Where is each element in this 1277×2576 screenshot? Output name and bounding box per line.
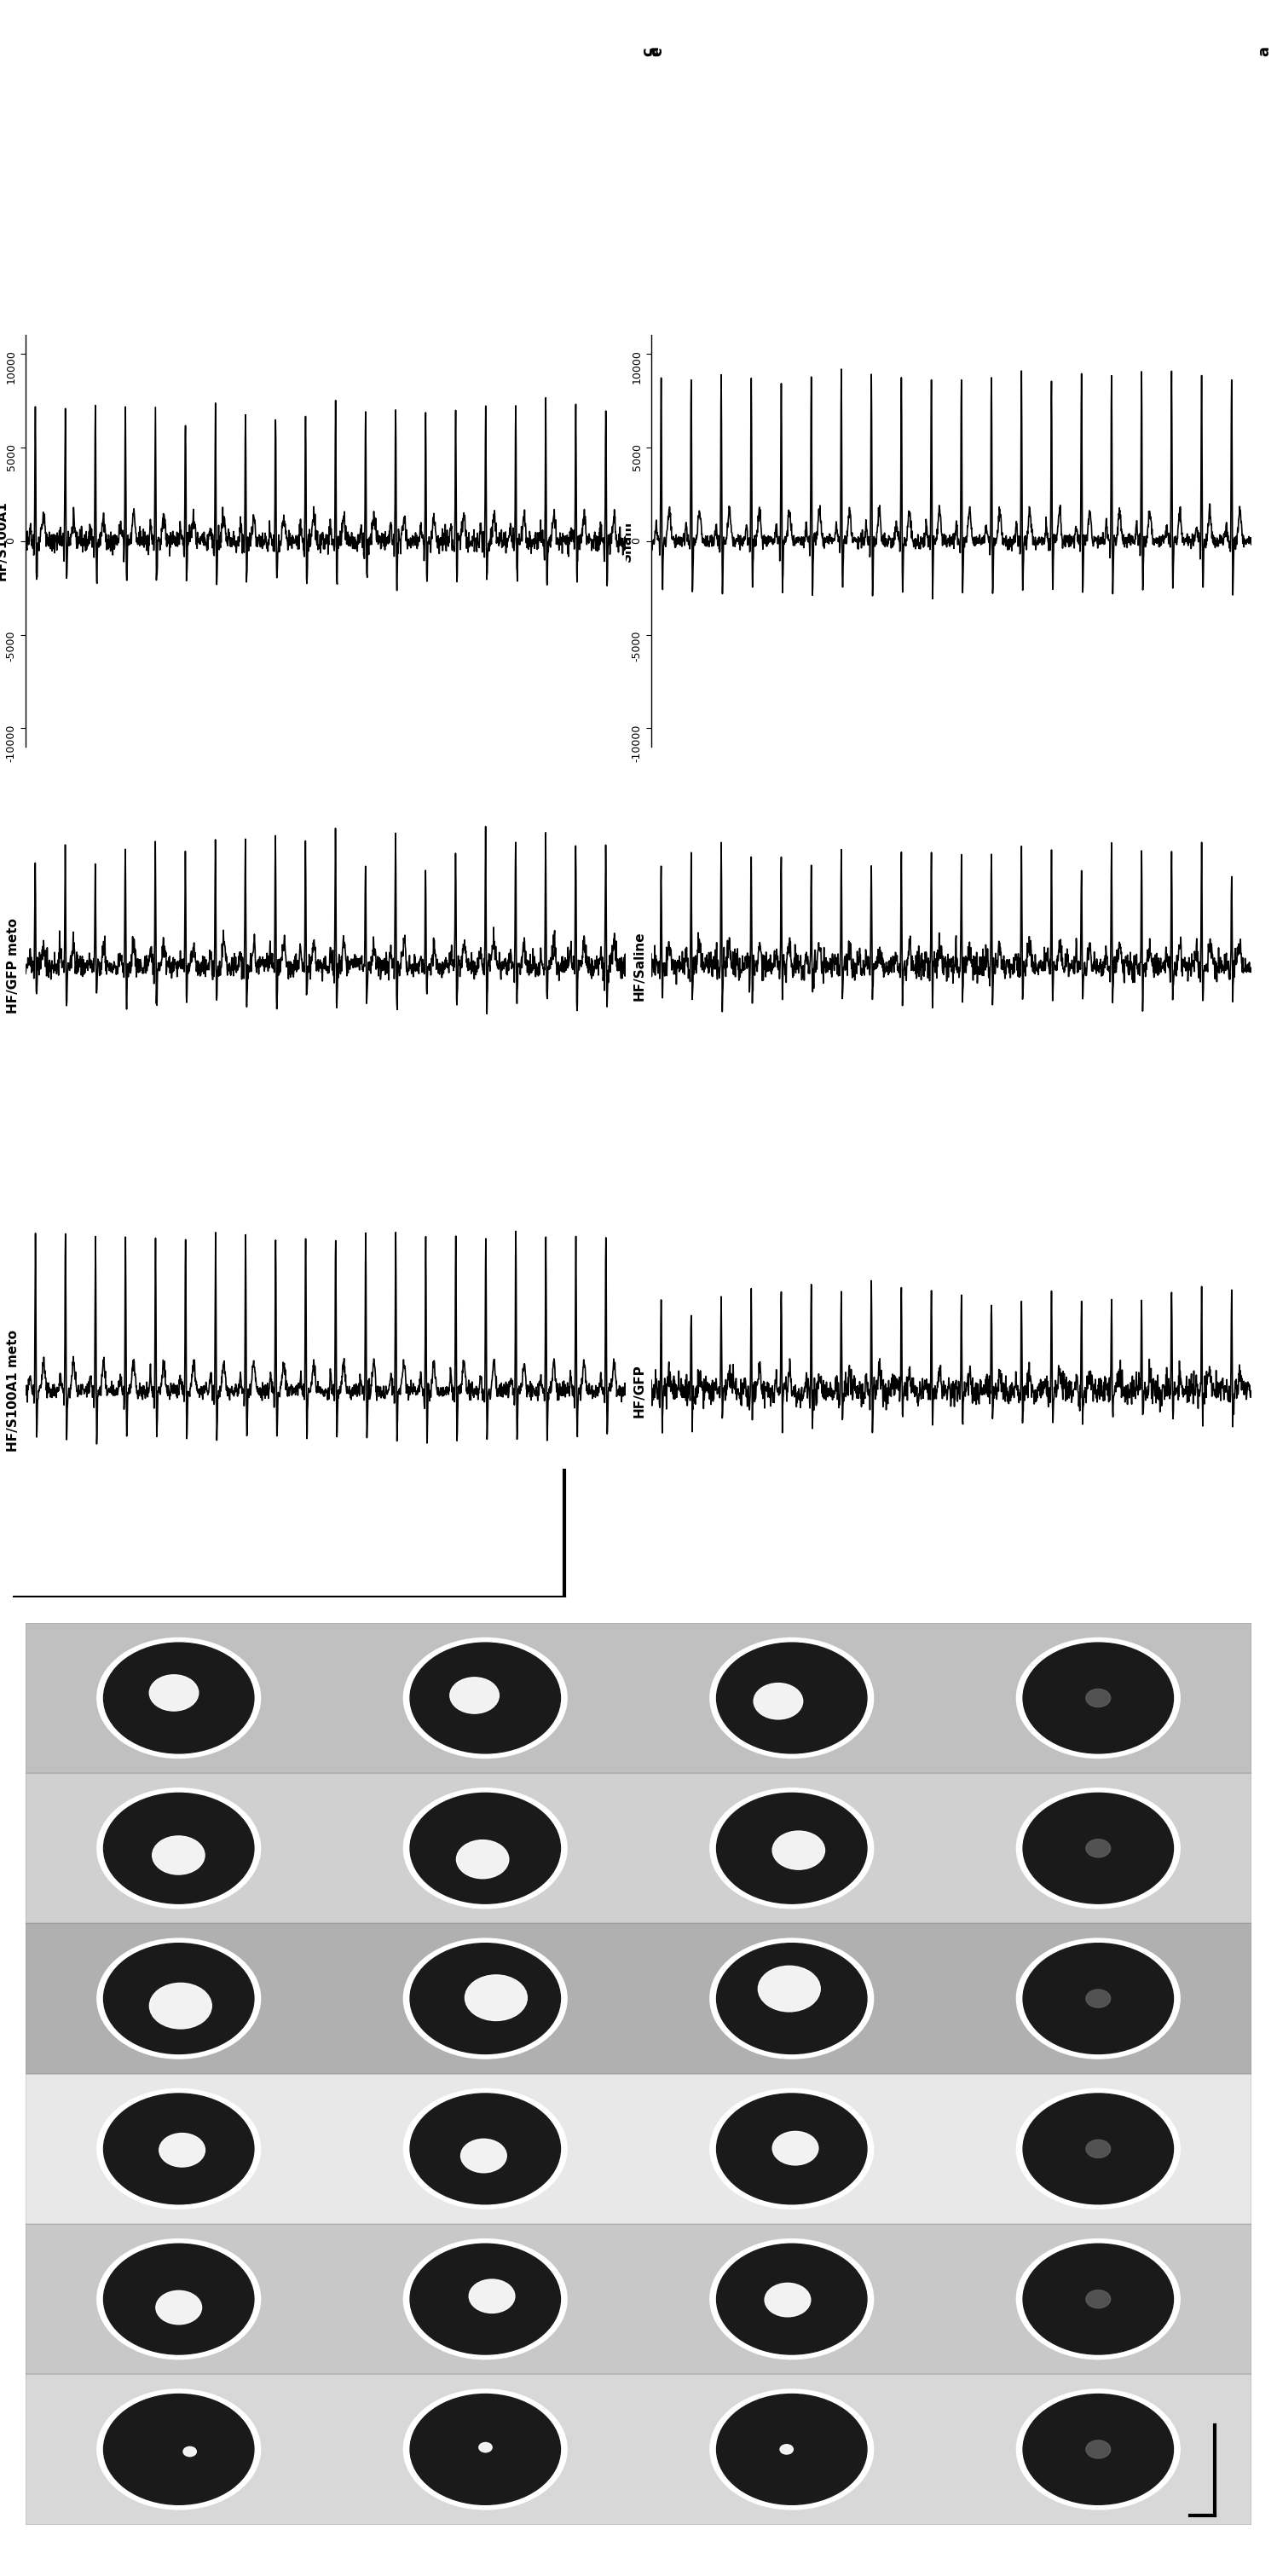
Circle shape	[710, 1788, 873, 1909]
Circle shape	[410, 1942, 561, 2053]
Circle shape	[103, 2393, 254, 2504]
Circle shape	[410, 1793, 561, 1904]
Circle shape	[152, 1837, 204, 1875]
Circle shape	[103, 1793, 254, 1904]
Text: Figure 3: Figure 3	[120, 1664, 135, 1736]
Circle shape	[710, 2391, 873, 2509]
Text: HF/S100A1 meto: HF/S100A1 meto	[8, 1329, 20, 1453]
Circle shape	[710, 2239, 873, 2360]
Circle shape	[1085, 2439, 1111, 2458]
Circle shape	[479, 2442, 492, 2452]
Circle shape	[97, 2239, 261, 2360]
Circle shape	[1085, 1989, 1111, 2007]
Circle shape	[759, 1965, 820, 2012]
Circle shape	[103, 2244, 254, 2354]
Text: c: c	[640, 46, 656, 57]
Circle shape	[404, 1788, 567, 1909]
Circle shape	[1023, 1793, 1174, 1904]
Circle shape	[1016, 2391, 1180, 2509]
Circle shape	[1085, 2141, 1111, 2159]
Circle shape	[410, 2393, 561, 2504]
Circle shape	[97, 2391, 261, 2509]
Circle shape	[97, 1788, 261, 1909]
Circle shape	[149, 1674, 198, 1710]
Text: a: a	[646, 46, 663, 57]
Circle shape	[716, 2244, 867, 2354]
Bar	[26, 1924, 1251, 2074]
Circle shape	[1023, 1643, 1174, 1754]
Circle shape	[404, 1940, 567, 2058]
Circle shape	[716, 1942, 867, 2053]
Circle shape	[765, 2282, 811, 2316]
Circle shape	[103, 1942, 254, 2053]
Circle shape	[1016, 1788, 1180, 1909]
Text: HF/GFP: HF/GFP	[633, 1365, 646, 1417]
Text: Sham: Sham	[621, 520, 633, 562]
Circle shape	[780, 2445, 793, 2455]
Circle shape	[404, 2391, 567, 2509]
Circle shape	[469, 2280, 515, 2313]
Circle shape	[410, 2094, 561, 2205]
Circle shape	[716, 1793, 867, 1904]
Circle shape	[404, 2089, 567, 2208]
Bar	[26, 1772, 1251, 1924]
Circle shape	[97, 1638, 261, 1757]
Circle shape	[1023, 2094, 1174, 2205]
Circle shape	[450, 1677, 499, 1713]
Circle shape	[410, 2244, 561, 2354]
Text: HF/S100A1: HF/S100A1	[0, 500, 8, 582]
Circle shape	[1085, 1690, 1111, 1708]
Circle shape	[773, 2130, 819, 2164]
Circle shape	[1016, 2239, 1180, 2360]
Circle shape	[1085, 1839, 1111, 1857]
Circle shape	[1085, 2290, 1111, 2308]
Circle shape	[710, 1638, 873, 1757]
Circle shape	[465, 1976, 527, 2020]
Circle shape	[1016, 1638, 1180, 1757]
Circle shape	[103, 2094, 254, 2205]
Circle shape	[156, 2290, 202, 2324]
Circle shape	[716, 2094, 867, 2205]
Circle shape	[1023, 1942, 1174, 2053]
Circle shape	[716, 2393, 867, 2504]
Bar	[26, 2074, 1251, 2223]
Circle shape	[404, 2239, 567, 2360]
Bar	[26, 2223, 1251, 2375]
Circle shape	[1023, 2393, 1174, 2504]
Circle shape	[710, 2089, 873, 2208]
Circle shape	[461, 2138, 507, 2172]
Circle shape	[753, 1682, 803, 1718]
Circle shape	[97, 2089, 261, 2208]
Bar	[26, 2375, 1251, 2524]
Text: HF/Saline: HF/Saline	[633, 930, 646, 1002]
Circle shape	[1016, 1940, 1180, 2058]
Circle shape	[1016, 2089, 1180, 2208]
Text: HF/GFP meto: HF/GFP meto	[8, 917, 20, 1015]
Circle shape	[184, 2447, 197, 2458]
Circle shape	[149, 1984, 212, 2030]
Circle shape	[160, 2133, 206, 2166]
Circle shape	[710, 1940, 873, 2058]
Circle shape	[97, 1940, 261, 2058]
Circle shape	[773, 1832, 825, 1870]
Circle shape	[404, 1638, 567, 1757]
Circle shape	[410, 1643, 561, 1754]
Circle shape	[103, 1643, 254, 1754]
Text: c: c	[650, 46, 665, 57]
Bar	[26, 1623, 1251, 1772]
Circle shape	[456, 1839, 508, 1878]
Circle shape	[1023, 2244, 1174, 2354]
Circle shape	[716, 1643, 867, 1754]
Text: a: a	[1257, 46, 1272, 57]
